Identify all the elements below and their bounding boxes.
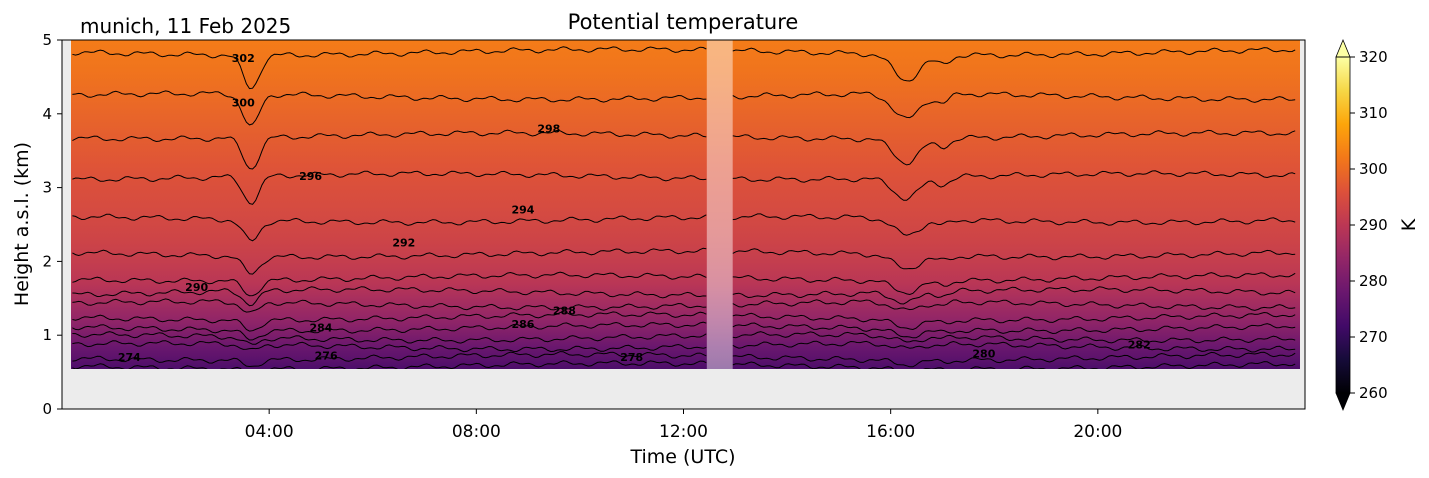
colorbar-tick-label: 280 xyxy=(1359,272,1388,290)
y-axis-ticks: 0 1 2 3 4 5 xyxy=(42,31,62,418)
colorbar-label: K xyxy=(1398,218,1420,231)
contour-line-302 xyxy=(732,47,1296,82)
contour-label: 278 xyxy=(620,351,643,364)
colorbar: 260 270 280 290 300 310 320 K xyxy=(1335,38,1420,412)
contour-line-286 xyxy=(72,298,707,313)
contour-line-274 xyxy=(732,361,1296,369)
y-tick-label: 1 xyxy=(42,326,52,344)
contour-line-298 xyxy=(732,129,1296,166)
contour-line-284 xyxy=(72,311,707,332)
x-tick-label: 20:00 xyxy=(1073,422,1122,442)
contour-line-294 xyxy=(72,213,707,242)
colorbar-tick-label: 310 xyxy=(1359,104,1388,122)
contour-line-282 xyxy=(732,322,1296,339)
contour-line-300 xyxy=(72,90,707,126)
colorbar-ticks: 260 270 280 290 300 310 320 xyxy=(1350,48,1388,402)
contour-line-296 xyxy=(732,170,1296,201)
contour-label: 296 xyxy=(299,170,322,183)
x-axis-ticks: 04:00 08:00 12:00 16:00 20:00 xyxy=(245,409,1122,442)
contour-label: 276 xyxy=(315,350,338,363)
x-tick-label: 04:00 xyxy=(245,422,294,442)
x-tick-label: 08:00 xyxy=(452,422,501,442)
contour-line-290 xyxy=(72,271,707,297)
contour-label: 282 xyxy=(1128,338,1151,351)
contour-line-304 xyxy=(733,1,1295,31)
chart-title: Potential temperature xyxy=(568,10,799,34)
contour-line-284 xyxy=(732,311,1296,331)
contour-line-278 xyxy=(72,340,707,353)
contour-label: 292 xyxy=(392,237,415,250)
contour-line-276 xyxy=(732,351,1296,368)
contour-line-288 xyxy=(732,286,1296,305)
contour-line-274 xyxy=(72,360,707,369)
x-axis-label: Time (UTC) xyxy=(629,446,735,468)
colorbar-tick-label: 290 xyxy=(1359,216,1388,234)
contour-line-298 xyxy=(72,129,707,170)
x-tick-label: 12:00 xyxy=(659,422,708,442)
contour-line-280 xyxy=(72,331,707,345)
contour-label: 290 xyxy=(185,281,208,294)
contour-label: 286 xyxy=(511,318,534,331)
contour-label: 300 xyxy=(232,96,255,109)
contour-label: 294 xyxy=(511,203,534,216)
y-tick-label: 2 xyxy=(42,252,52,270)
contour-label: 274 xyxy=(118,351,141,364)
y-tick-label: 4 xyxy=(42,105,52,123)
contour-label: 298 xyxy=(537,122,560,135)
contour-line-300 xyxy=(732,91,1296,119)
contour-line-276 xyxy=(72,351,707,368)
colorbar-extend-min xyxy=(1335,392,1351,412)
colorbar-tick-label: 320 xyxy=(1359,48,1388,66)
contour-line-282 xyxy=(72,321,707,341)
contour-line-302 xyxy=(72,46,707,90)
contour-label: 288 xyxy=(553,305,576,318)
colorbar-tick-label: 270 xyxy=(1359,328,1388,346)
y-axis-label: Height a.s.l. (km) xyxy=(11,142,33,306)
y-tick-label: 0 xyxy=(42,400,52,418)
chart-subtitle: munich, 11 Feb 2025 xyxy=(80,14,291,38)
contour-line-296 xyxy=(72,170,707,205)
colorbar-tick-label: 260 xyxy=(1359,384,1388,402)
contour-line-288 xyxy=(72,286,707,307)
missing-data-band xyxy=(706,40,733,369)
colorbar-tick-label: 300 xyxy=(1359,160,1388,178)
contour-line-286 xyxy=(732,299,1296,311)
contour-label: 284 xyxy=(309,322,332,335)
colorbar-extend-max xyxy=(1335,38,1351,58)
contour-line-278 xyxy=(732,340,1296,353)
contour-line-292 xyxy=(72,247,707,275)
contour-label: 302 xyxy=(232,52,255,65)
colorbar-fill xyxy=(1336,57,1350,393)
x-tick-label: 16:00 xyxy=(866,422,915,442)
contour-label: 280 xyxy=(972,347,995,360)
contour-line-294 xyxy=(732,213,1296,236)
contour-lines xyxy=(72,1,1296,369)
theta-field xyxy=(71,40,1300,369)
y-tick-label: 5 xyxy=(42,31,52,49)
contour-line-292 xyxy=(732,248,1296,270)
y-tick-label: 3 xyxy=(42,179,52,197)
contour-labels: 274 276 278 280 282 284 286 288 290 292 294 296 298 3… xyxy=(118,52,1151,364)
contour-line-290 xyxy=(732,272,1296,296)
contour-line-280 xyxy=(732,331,1296,344)
